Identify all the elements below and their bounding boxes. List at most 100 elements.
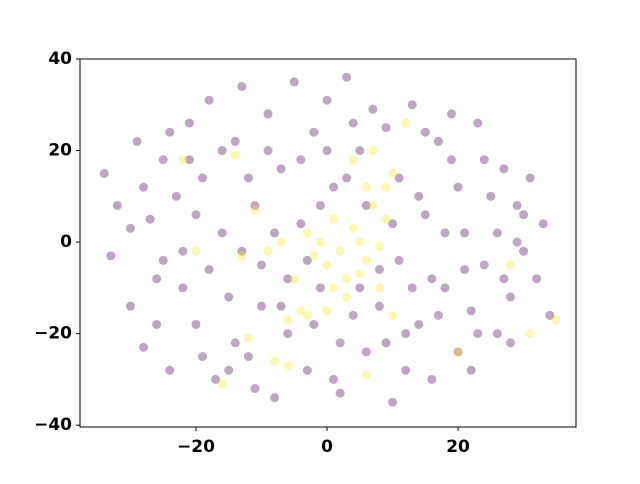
point — [453, 347, 463, 357]
point — [473, 118, 483, 128]
point — [479, 260, 489, 270]
point — [368, 146, 378, 156]
point — [394, 173, 404, 183]
point — [361, 182, 371, 192]
point — [315, 200, 325, 210]
point — [125, 301, 135, 311]
point — [374, 265, 384, 275]
point — [165, 127, 175, 137]
point — [125, 223, 135, 233]
point — [499, 164, 509, 174]
point — [433, 310, 443, 320]
point — [381, 214, 391, 224]
point — [538, 219, 548, 229]
point — [230, 136, 240, 146]
point — [322, 260, 332, 270]
point — [152, 274, 162, 284]
point — [440, 228, 450, 238]
point — [368, 200, 378, 210]
point — [178, 246, 188, 256]
point — [99, 168, 109, 178]
point — [355, 146, 365, 156]
point — [237, 81, 247, 91]
point — [322, 95, 332, 105]
point — [276, 301, 286, 311]
point — [296, 155, 306, 165]
point — [191, 246, 201, 256]
point — [309, 127, 319, 137]
point — [348, 155, 358, 165]
points — [99, 72, 561, 407]
point — [250, 384, 260, 394]
point — [361, 200, 371, 210]
point — [420, 210, 430, 220]
point — [296, 219, 306, 229]
point — [374, 301, 384, 311]
point — [414, 319, 424, 329]
point — [512, 200, 522, 210]
point — [302, 255, 312, 265]
point — [381, 182, 391, 192]
point — [237, 251, 247, 261]
point — [374, 283, 384, 293]
point — [479, 155, 489, 165]
point — [505, 292, 515, 302]
point — [224, 292, 234, 302]
point — [492, 329, 502, 339]
point — [270, 356, 280, 366]
point — [322, 146, 332, 156]
point — [433, 136, 443, 146]
point — [427, 374, 437, 384]
point — [302, 365, 312, 375]
point — [217, 379, 227, 389]
point — [165, 365, 175, 375]
point — [243, 173, 253, 183]
point — [440, 283, 450, 293]
point — [505, 260, 515, 270]
point — [355, 269, 365, 279]
point — [368, 104, 378, 114]
point — [361, 255, 371, 265]
point — [309, 319, 319, 329]
point — [211, 374, 221, 384]
point — [276, 164, 286, 174]
point — [106, 251, 116, 261]
point — [388, 168, 398, 178]
point — [322, 306, 332, 316]
point — [132, 136, 142, 146]
point — [139, 342, 149, 352]
point — [551, 315, 561, 325]
point — [335, 338, 345, 348]
point — [263, 246, 273, 256]
point — [420, 127, 430, 137]
point — [204, 95, 214, 105]
plot-frame — [79, 58, 577, 428]
point — [407, 100, 417, 110]
point — [394, 255, 404, 265]
point — [381, 123, 391, 133]
point — [447, 109, 457, 119]
point — [112, 200, 122, 210]
y-tick-label: −20 — [34, 324, 72, 344]
point — [466, 365, 476, 375]
point — [335, 246, 345, 256]
point — [329, 374, 339, 384]
point — [453, 182, 463, 192]
point — [191, 210, 201, 220]
y-tick-label: 0 — [60, 232, 72, 252]
point — [473, 329, 483, 339]
point — [158, 155, 168, 165]
point — [342, 274, 352, 284]
point — [296, 306, 306, 316]
point — [388, 219, 398, 229]
point — [283, 329, 293, 339]
point — [263, 109, 273, 119]
point — [335, 388, 345, 398]
point — [492, 228, 502, 238]
point — [342, 72, 352, 82]
point — [256, 260, 266, 270]
point — [283, 361, 293, 371]
point — [283, 315, 293, 325]
point — [184, 155, 194, 165]
